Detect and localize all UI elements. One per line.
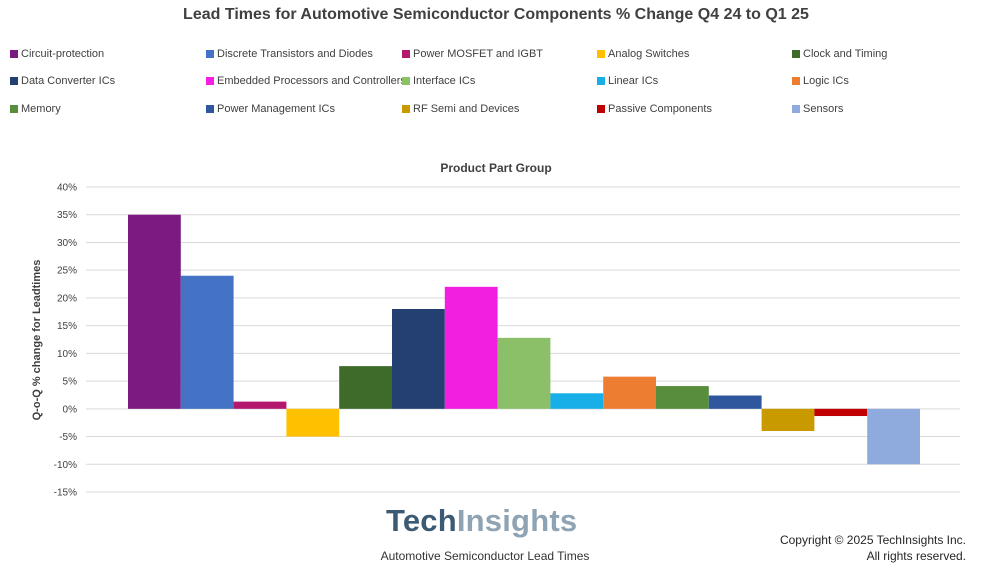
chart-title: Lead Times for Automotive Semiconductor … [183, 6, 809, 23]
y-tick-label: 35% [57, 210, 77, 221]
legend-item: Sensors [792, 103, 843, 115]
legend-swatch [206, 50, 214, 58]
legend-item: RF Semi and Devices [402, 103, 519, 115]
chart-subtitle: Product Part Group [440, 161, 552, 175]
bar [392, 309, 445, 409]
techinsights-logo: TechInsights [386, 503, 577, 539]
bar [603, 376, 656, 409]
legend-item: Data Converter ICs [10, 75, 115, 87]
copyright-line-1: Copyright © 2025 TechInsights Inc. [779, 533, 966, 547]
bar [233, 401, 287, 409]
logo-text-tech: Tech [386, 503, 457, 538]
bar [286, 408, 340, 437]
legend-swatch [10, 105, 18, 113]
legend-item: Interface ICs [402, 75, 475, 87]
bar [550, 393, 604, 409]
y-tick-label: 30% [57, 238, 77, 249]
legend-label: Power MOSFET and IGBT [413, 48, 544, 60]
bar [814, 408, 868, 417]
legend-item: Linear ICs [597, 75, 658, 87]
legend-swatch [206, 105, 214, 113]
legend-label: Data Converter ICs [21, 75, 116, 87]
y-tick-label: 0% [63, 404, 78, 415]
chart-legend: Circuit-protection Discrete Transistors a… [0, 0, 992, 130]
legend-label: Logic ICs [803, 75, 849, 87]
legend-item: Circuit-protection [10, 48, 104, 60]
legend-item: Memory [10, 103, 61, 115]
legend-swatch [402, 105, 410, 113]
legend-swatch [597, 77, 605, 85]
legend-label: Circuit-protection [21, 48, 105, 60]
legend-swatch [792, 105, 800, 113]
copyright-line-2: All rights reserved. [866, 549, 966, 563]
y-tick-label: 15% [57, 321, 77, 332]
legend-swatch [597, 105, 605, 113]
y-tick-label: -15% [54, 488, 77, 499]
legend-item: Discrete Transistors and Diodes [206, 48, 373, 60]
legend-label: Linear ICs [608, 75, 659, 87]
legend-item: Logic ICs [792, 75, 849, 87]
y-tick-label: 10% [57, 349, 77, 360]
legend-item: Power MOSFET and IGBT [402, 48, 543, 60]
legend-swatch [792, 50, 800, 58]
legend-swatch [402, 77, 410, 85]
legend-item: Analog Switches [597, 48, 689, 60]
bar [497, 337, 551, 409]
bar [708, 395, 762, 409]
bar [128, 214, 181, 409]
legend-swatch [206, 77, 214, 85]
legend-label: Analog Switches [608, 48, 690, 60]
legend-label: Passive Components [608, 103, 712, 115]
y-tick-label: 5% [63, 377, 78, 388]
legend-label: Memory [21, 103, 61, 115]
logo-text-insights: Insights [456, 503, 578, 538]
legend-swatch [10, 77, 18, 85]
legend-item: Passive Components [597, 103, 712, 115]
bar [761, 408, 815, 431]
y-tick-label: 40% [57, 183, 77, 194]
y-tick-label: 25% [57, 266, 77, 277]
footer-caption: Automotive Semiconductor Lead Times [380, 549, 590, 563]
legend-swatch [10, 50, 18, 58]
bar [180, 275, 234, 409]
legend-label: RF Semi and Devices [413, 103, 520, 115]
legend-item: Power Management ICs [206, 103, 335, 115]
y-tick-label: -10% [54, 460, 77, 471]
legend-label: Interface ICs [413, 75, 476, 87]
legend-label: Clock and Timing [803, 48, 888, 60]
legend-label: Power Management ICs [217, 103, 335, 115]
legend-swatch [402, 50, 410, 58]
bar [339, 366, 392, 409]
legend-item: Embedded Processors and Controllers [206, 75, 406, 87]
bar [867, 408, 920, 465]
copyright-notice: Copyright © 2025 TechInsights Inc. All r… [780, 532, 966, 564]
legend-item: Clock and Timing [792, 48, 887, 60]
bar [444, 286, 498, 409]
legend-label: Embedded Processors and Controllers [217, 75, 406, 87]
y-tick-label: 20% [57, 293, 77, 304]
bar [656, 386, 709, 409]
y-tick-label: -5% [59, 432, 77, 443]
legend-swatch [792, 77, 800, 85]
legend-swatch [597, 50, 605, 58]
legend-label: Sensors [803, 103, 844, 115]
legend-label: Discrete Transistors and Diodes [217, 48, 373, 60]
